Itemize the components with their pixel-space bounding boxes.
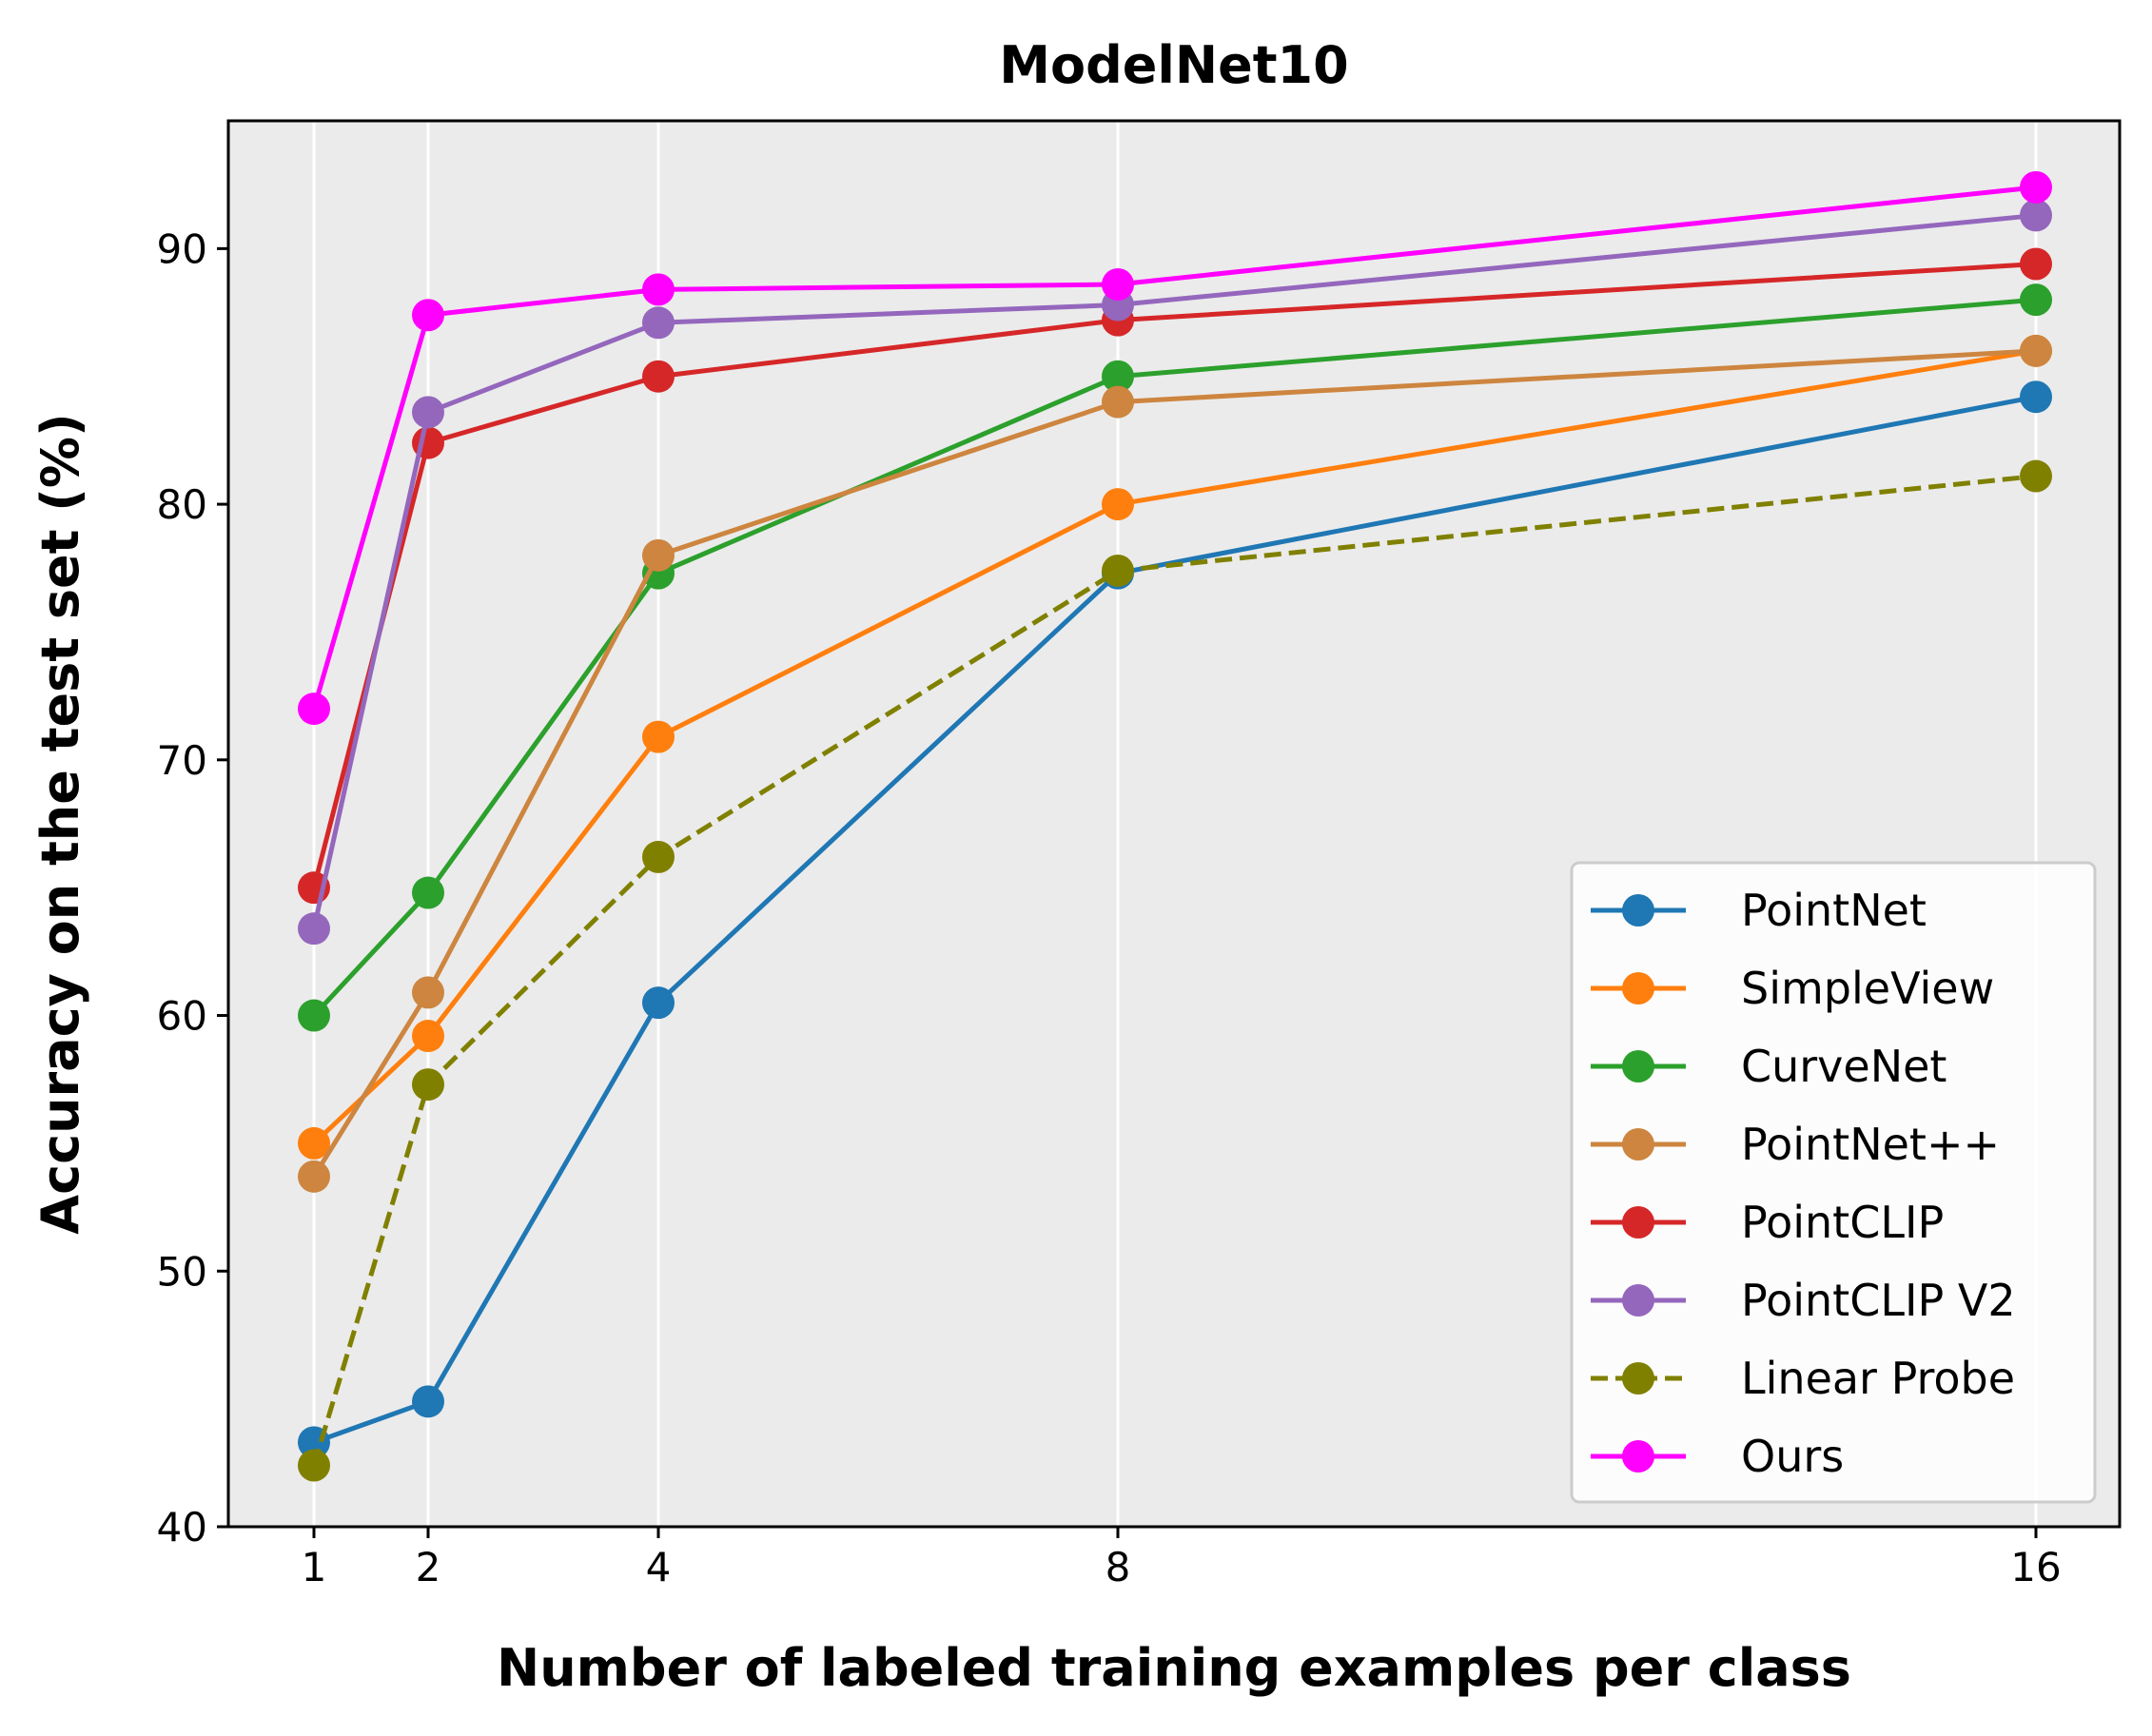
series-curvenet [298, 283, 2052, 1032]
series-pointnet [298, 380, 2052, 1459]
legend-entry: Ours [1591, 1431, 1844, 1482]
x-tick-label: 8 [1105, 1544, 1131, 1590]
axis-ticks: 1 2 4 8 16 40 50 60 70 80 90 [157, 225, 2062, 1590]
legend-label: Linear Probe [1741, 1353, 2015, 1404]
data-point [412, 1020, 444, 1053]
series-layer [298, 170, 2052, 1482]
legend-entry: PointCLIP [1591, 1197, 1944, 1248]
y-tick-label: 50 [157, 1248, 207, 1295]
legend-entry: PointNet [1591, 885, 1927, 936]
data-point [298, 912, 330, 946]
data-point [298, 692, 330, 726]
legend-marker [1622, 1206, 1654, 1239]
data-point [2020, 334, 2052, 367]
data-point [2020, 283, 2052, 317]
data-point [642, 360, 675, 393]
data-point [1102, 360, 1134, 393]
y-tick-label: 70 [157, 737, 207, 784]
data-point [298, 1160, 330, 1193]
legend-entry: Linear Probe [1591, 1353, 2015, 1404]
grid-lines [312, 121, 2038, 1527]
series-ours [298, 170, 2052, 726]
legend-label: PointNet [1741, 885, 1927, 936]
legend-items: PointNet SimpleView CurveNet PointNet++ Poin… [1591, 885, 2016, 1482]
y-tick-label: 80 [157, 481, 207, 528]
x-tick-label: 4 [646, 1544, 672, 1590]
data-point [642, 306, 675, 340]
data-point [298, 999, 330, 1032]
data-point [642, 840, 675, 873]
legend-label: SimpleView [1741, 963, 1994, 1014]
data-point [642, 538, 675, 572]
x-tick-label: 1 [302, 1544, 327, 1590]
legend-entry: CurveNet [1591, 1041, 1947, 1092]
legend-label: PointCLIP [1741, 1197, 1944, 1248]
legend-entry: PointNet++ [1591, 1119, 2000, 1170]
data-point [1102, 385, 1134, 419]
legend-marker [1622, 1440, 1654, 1473]
y-tick-label: 90 [157, 225, 207, 272]
series-linear-probe [298, 459, 2052, 1482]
legend-marker [1622, 894, 1654, 927]
legend-label: PointCLIP V2 [1741, 1275, 2016, 1326]
data-point [2020, 459, 2052, 493]
legend-marker [1622, 1362, 1654, 1395]
legend-label: PointNet++ [1741, 1119, 2000, 1170]
y-tick-label: 60 [157, 993, 207, 1040]
plot-frame [226, 119, 2122, 1529]
legend-label: Ours [1741, 1431, 1844, 1482]
series-pointnet- [298, 334, 2052, 1193]
data-point [412, 396, 444, 429]
x-tick-label: 2 [416, 1544, 441, 1590]
data-point [2020, 247, 2052, 281]
data-point [642, 720, 675, 753]
legend-marker [1622, 972, 1654, 1005]
legend-label: CurveNet [1741, 1041, 1947, 1092]
y-axis-title: Accuracy on the test set (%) [30, 413, 90, 1234]
y-tick-label: 40 [157, 1504, 207, 1551]
data-point [2020, 380, 2052, 414]
data-point [412, 1068, 444, 1102]
x-tick-label: 16 [2010, 1544, 2061, 1590]
data-point [642, 986, 675, 1020]
data-point [298, 1126, 330, 1160]
data-point [2020, 170, 2052, 204]
data-point [412, 299, 444, 332]
chart-title: ModelNet10 [999, 35, 1348, 95]
x-axis-title: Number of labeled training examples per … [497, 1638, 1851, 1698]
legend-entry: PointCLIP V2 [1591, 1275, 2016, 1326]
data-point [412, 876, 444, 909]
legend-box [1570, 861, 2097, 1504]
data-point [298, 1449, 330, 1482]
legend-marker [1622, 1050, 1654, 1083]
data-point [1102, 554, 1134, 587]
data-point [642, 273, 675, 306]
legend: PointNet SimpleView CurveNet PointNet++ Poin… [1570, 861, 2097, 1504]
legend-marker [1622, 1128, 1654, 1161]
data-point [412, 976, 444, 1009]
data-point [1102, 488, 1134, 521]
data-point [412, 1385, 444, 1418]
legend-entry: SimpleView [1591, 963, 1994, 1014]
legend-marker [1622, 1284, 1654, 1317]
data-point [1102, 267, 1134, 301]
data-point [2020, 199, 2052, 232]
